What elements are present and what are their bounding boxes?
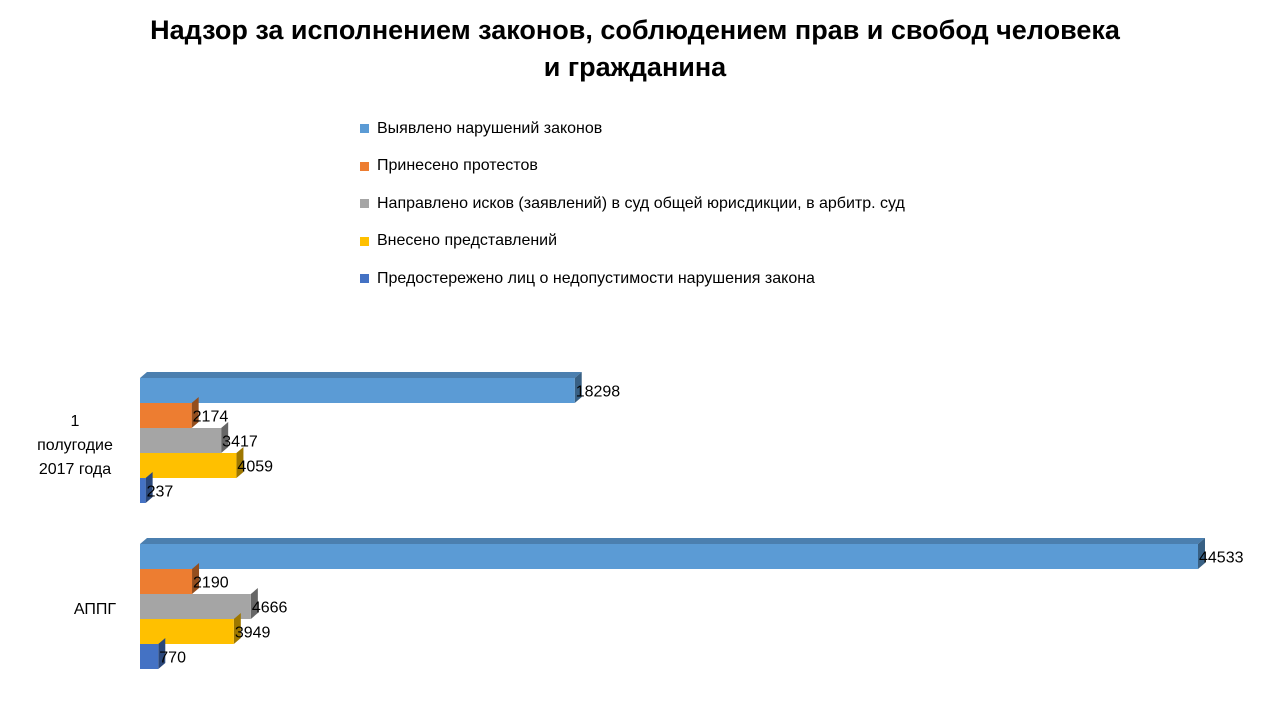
chart-title-line-1: Надзор за исполнением законов, соблюдени… <box>150 15 1120 45</box>
legend-label: Выявлено нарушений законов <box>377 119 603 137</box>
bar-side-1-0 <box>1198 538 1205 569</box>
legend-item-violations: Выявлено нарушений законов <box>360 110 905 148</box>
data-label-0-3: 4059 <box>237 459 273 476</box>
legend-label: Принесено протестов <box>377 157 538 175</box>
bar-side-0-3 <box>236 447 244 478</box>
data-label-1-0: 44533 <box>1199 550 1244 567</box>
data-label-1-4: 770 <box>159 650 186 667</box>
bar-0-4 <box>140 478 146 503</box>
bar-top-1-0 <box>140 538 1205 544</box>
category-label-line: 2017 года <box>38 461 112 478</box>
chart-legend: Выявлено нарушений законов Принесено про… <box>360 110 905 298</box>
category-label-appg: АППГ <box>40 598 150 622</box>
legend-swatch <box>360 236 369 246</box>
chart-title-line-2: и гражданина <box>543 52 727 82</box>
bar-1-3 <box>140 619 234 644</box>
bar-1-1 <box>140 569 193 594</box>
legend-item-submissions: Внесено представлений <box>360 223 905 261</box>
data-label-0-0: 18298 <box>576 384 621 401</box>
bar-side-0-0 <box>574 372 582 403</box>
category-label-line: 1 <box>70 413 80 430</box>
data-label-1-1: 2190 <box>193 575 229 592</box>
legend-swatch <box>360 199 369 209</box>
legend-label: Внесено представлений <box>377 232 558 250</box>
bar-side-1-3 <box>233 613 241 644</box>
chart-title: Надзор за исполнением законов, соблюдени… <box>0 12 1270 86</box>
legend-label: Предостережено лиц о недопустимости нару… <box>377 269 815 287</box>
legend-item-warnings: Предостережено лиц о недопустимости нару… <box>360 260 905 298</box>
data-label-1-2: 4666 <box>252 600 288 617</box>
legend-label: Направлено исков (заявлений) в суд общей… <box>377 194 905 212</box>
bar-1-4 <box>140 644 159 669</box>
bar-1-2 <box>140 594 251 619</box>
legend-swatch <box>360 124 369 134</box>
data-label-0-1: 2174 <box>193 409 229 426</box>
bar-0-2 <box>140 428 222 453</box>
bar-side-1-2 <box>250 588 258 619</box>
legend-swatch <box>360 274 369 284</box>
legend-item-protests: Принесено протестов <box>360 148 905 186</box>
data-label-0-4: 237 <box>147 484 174 501</box>
bar-top-0-0 <box>140 372 582 378</box>
category-label-line: АППГ <box>73 601 117 618</box>
bar-0-0 <box>140 378 575 403</box>
bar-side-1-4 <box>158 638 166 669</box>
bar-side-0-1 <box>191 397 199 428</box>
category-label-line: полугодие <box>37 437 113 454</box>
bar-side-0-2 <box>221 422 229 453</box>
bar-1-0 <box>140 544 1198 569</box>
bar-0-1 <box>140 403 192 428</box>
category-label-h1-2017: 1 полугодие 2017 года <box>20 410 130 482</box>
data-label-0-2: 3417 <box>222 434 258 451</box>
legend-swatch <box>360 161 369 171</box>
legend-item-lawsuits: Направлено исков (заявлений) в суд общей… <box>360 185 905 223</box>
bar-side-0-4 <box>145 472 153 503</box>
bar-0-3 <box>140 453 237 478</box>
bar-side-1-1 <box>192 563 200 594</box>
data-label-1-3: 3949 <box>235 625 271 642</box>
